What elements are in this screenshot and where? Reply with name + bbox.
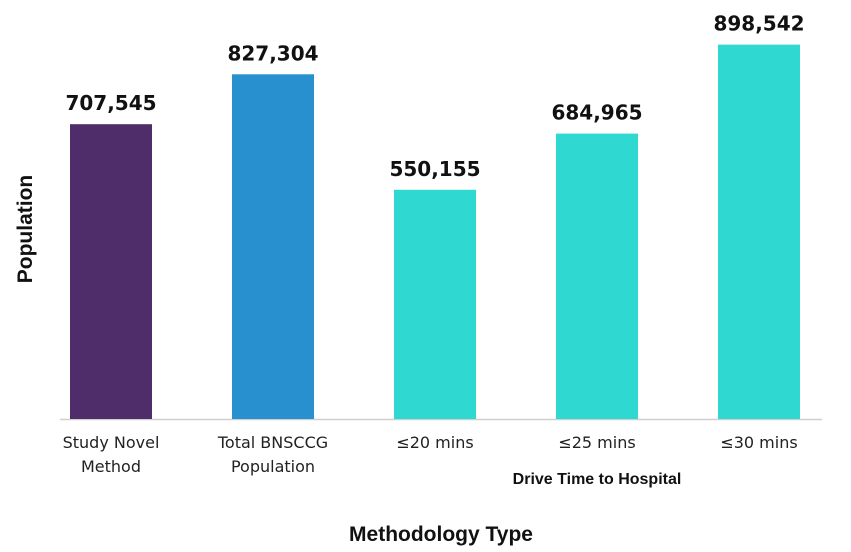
x-axis-title: Methodology Type <box>349 523 533 546</box>
bar-value-label-5: 898,542 <box>713 12 804 36</box>
bar-3 <box>394 189 476 419</box>
bar-2 <box>232 74 314 419</box>
bar-4 <box>556 133 638 420</box>
bar-1 <box>70 124 152 420</box>
bar-value-label-1: 707,545 <box>65 91 156 115</box>
category-label-4: ≤25 mins <box>558 433 635 452</box>
y-axis-title: Population <box>14 174 37 284</box>
category-label-3: ≤20 mins <box>396 433 473 452</box>
bar-value-label-4: 684,965 <box>551 101 642 125</box>
bar-value-label-2: 827,304 <box>227 41 318 65</box>
category-label-2-line-1: Total BNSCCG <box>217 433 328 452</box>
bar-5 <box>718 44 800 420</box>
category-label-2-line-2: Population <box>231 457 315 476</box>
category-label-1-line-1: Study Novel <box>63 433 160 452</box>
category-label-1-line-2: Method <box>81 457 141 476</box>
drive-time-group-label: Drive Time to Hospital <box>512 471 682 488</box>
category-label-5: ≤30 mins <box>720 433 797 452</box>
bar-value-label-3: 550,155 <box>389 157 480 181</box>
